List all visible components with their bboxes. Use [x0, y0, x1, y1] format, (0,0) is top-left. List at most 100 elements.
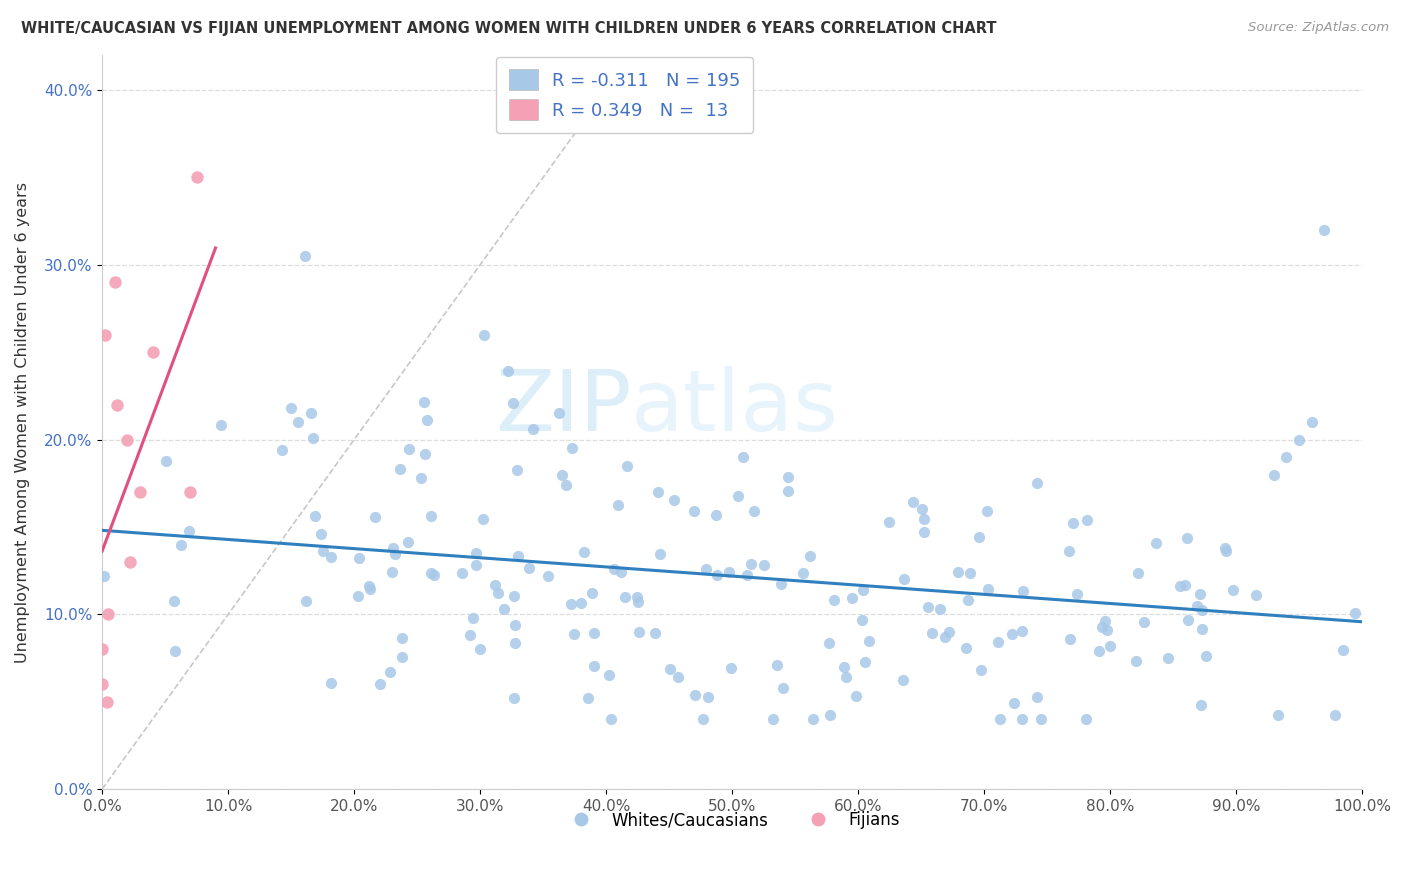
- Point: [818, 636, 841, 650]
- Point: [91, 677, 114, 691]
- Point: [731, 450, 754, 464]
- Point: [598, 667, 620, 681]
- Point: [891, 673, 914, 688]
- Point: [581, 586, 603, 600]
- Point: [409, 471, 432, 485]
- Point: [522, 422, 544, 436]
- Point: [1188, 586, 1211, 600]
- Point: [977, 582, 1000, 597]
- Point: [561, 442, 583, 456]
- Point: [727, 489, 749, 503]
- Point: [658, 662, 681, 676]
- Point: [287, 415, 309, 429]
- Point: [1076, 712, 1098, 726]
- Point: [1331, 643, 1354, 657]
- Point: [616, 458, 638, 473]
- Text: WHITE/CAUCASIAN VS FIJIAN UNEMPLOYMENT AMONG WOMEN WITH CHILDREN UNDER 6 YEARS C: WHITE/CAUCASIAN VS FIJIAN UNEMPLOYMENT A…: [21, 21, 997, 36]
- Point: [560, 597, 582, 611]
- Point: [1087, 644, 1109, 658]
- Point: [380, 565, 402, 579]
- Point: [762, 712, 785, 726]
- Point: [163, 594, 186, 608]
- Point: [155, 453, 177, 467]
- Text: atlas: atlas: [631, 366, 839, 449]
- Point: [626, 590, 648, 604]
- Point: [1213, 541, 1236, 555]
- Point: [505, 463, 527, 477]
- Point: [547, 406, 569, 420]
- Point: [858, 634, 880, 648]
- Point: [1215, 544, 1237, 558]
- Point: [1177, 614, 1199, 628]
- Point: [976, 504, 998, 518]
- Point: [381, 541, 404, 555]
- Point: [1125, 653, 1147, 667]
- Point: [420, 508, 443, 523]
- Legend: Whites/Caucasians, Fijians: Whites/Caucasians, Fijians: [558, 805, 907, 836]
- Point: [416, 413, 439, 427]
- Point: [778, 470, 800, 484]
- Point: [309, 527, 332, 541]
- Point: [614, 590, 637, 604]
- Point: [921, 625, 943, 640]
- Point: [301, 432, 323, 446]
- Point: [91, 642, 114, 657]
- Point: [97, 607, 120, 622]
- Point: [1029, 712, 1052, 726]
- Point: [486, 586, 509, 600]
- Point: [169, 538, 191, 552]
- Point: [506, 549, 529, 563]
- Point: [1011, 712, 1033, 726]
- Point: [1133, 615, 1156, 629]
- Point: [1091, 620, 1114, 634]
- Point: [359, 582, 381, 597]
- Point: [917, 599, 939, 614]
- Text: Source: ZipAtlas.com: Source: ZipAtlas.com: [1249, 21, 1389, 34]
- Point: [772, 681, 794, 695]
- Point: [271, 443, 294, 458]
- Y-axis label: Unemployment Among Women with Children Under 6 years: Unemployment Among Women with Children U…: [15, 182, 30, 663]
- Point: [600, 712, 623, 726]
- Point: [420, 566, 443, 580]
- Point: [562, 627, 585, 641]
- Point: [413, 447, 436, 461]
- Point: [391, 632, 413, 646]
- Point: [752, 558, 775, 572]
- Point: [554, 478, 576, 492]
- Point: [683, 688, 706, 702]
- Point: [706, 568, 728, 582]
- Point: [770, 577, 793, 591]
- Point: [1288, 433, 1310, 447]
- Point: [1094, 614, 1116, 628]
- Point: [569, 596, 592, 610]
- Point: [312, 544, 335, 558]
- Point: [1301, 415, 1323, 429]
- Point: [471, 512, 494, 526]
- Point: [799, 549, 821, 563]
- Point: [209, 418, 232, 433]
- Point: [398, 442, 420, 456]
- Point: [627, 595, 650, 609]
- Point: [105, 398, 128, 412]
- Point: [792, 566, 814, 581]
- Point: [852, 582, 875, 597]
- Point: [683, 504, 706, 518]
- Point: [177, 524, 200, 538]
- Point: [1189, 698, 1212, 713]
- Point: [1002, 696, 1025, 710]
- Point: [1177, 531, 1199, 545]
- Point: [304, 509, 326, 524]
- Point: [823, 592, 845, 607]
- Point: [582, 625, 605, 640]
- Point: [505, 636, 527, 650]
- Point: [697, 690, 720, 704]
- Point: [503, 618, 526, 632]
- Point: [465, 558, 488, 573]
- Point: [388, 461, 411, 475]
- Point: [956, 592, 979, 607]
- Point: [93, 327, 115, 342]
- Point: [117, 433, 139, 447]
- Point: [912, 524, 935, 539]
- Point: [740, 558, 762, 572]
- Point: [165, 644, 187, 658]
